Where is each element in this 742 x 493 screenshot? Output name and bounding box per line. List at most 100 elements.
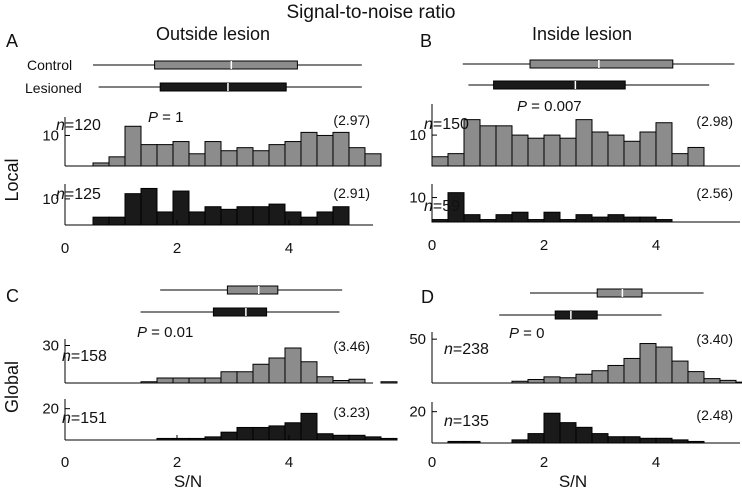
x-tick-label: 2 [173,240,181,257]
xlabel-right: S/N [559,472,587,491]
n-label: n=238 [444,341,489,358]
histogram-bar [284,211,302,226]
histogram-bar [348,434,366,441]
row-title-global: Global [2,361,22,413]
histogram-bar [623,216,641,223]
x-tick-label: 0 [428,454,436,471]
histogram-bar [220,208,238,226]
histogram-bar [511,134,529,167]
histogram-bar [348,147,366,167]
histogram-bar [316,376,334,384]
n-label: n=59 [424,198,460,215]
histogram-bar [671,153,689,167]
histogram-bar [575,119,593,167]
histogram-bar [284,422,302,441]
histogram-bar [623,140,641,167]
histogram-bar [252,150,270,167]
y-tick-label: 30 [42,338,59,355]
y-tick-label: 20 [42,401,59,418]
histogram-bar [332,434,350,441]
lesioned-box [493,80,626,90]
legend-control-label: Control [27,57,72,73]
control-box [529,59,674,69]
n-label: n=125 [56,186,101,203]
panel-d: D P = 0 50 n=238 (3.40) 20 n=135 (2.48) 0 2 4 [409,287,742,471]
y-tick-label: 50 [409,331,426,348]
histogram-bar [543,412,561,444]
histogram-bar [348,378,366,384]
histogram-bar [268,203,286,226]
histogram-bar [591,131,609,167]
control-box [596,288,643,298]
histogram-bar [495,214,513,223]
histogram-bar [655,122,673,167]
histogram-bar [463,214,481,223]
histogram-control: 10n=150 (2.98) [409,104,740,167]
p-value-label: P = 0.007 [517,98,582,115]
histogram-bar [284,347,302,384]
p-value-label: P = 1 [148,109,183,126]
histogram-bar [639,343,657,384]
y-tick-label: 10 [42,127,59,144]
histogram-bar [639,216,657,223]
histogram-bar [300,361,318,384]
histogram-bar [543,134,561,167]
histogram-bar [300,412,318,441]
histogram-bar [495,125,513,167]
histogram-bar [687,371,705,384]
histogram-bar [591,370,609,384]
x-tick-label: 0 [61,240,69,257]
x-tick-label: 0 [61,454,69,471]
histogram-bar [140,187,158,226]
x-tick-label: 2 [540,454,548,471]
histogram-bar [252,206,270,226]
lesioned-box [159,82,287,92]
histogram-bar [607,214,625,223]
lesioned-box [554,310,598,320]
mean-label: (3.40) [696,331,733,347]
mean-label: (3.23) [333,404,370,420]
histogram-bar [204,377,222,384]
histogram-bar [236,426,254,441]
histogram-bar [671,360,689,384]
histogram-bar [639,131,657,167]
histogram-bar [140,144,158,167]
lesioned-box [212,307,268,317]
n-label: n=120 [56,117,101,134]
histogram-bar [204,206,222,226]
mean-label: (2.98) [696,113,733,129]
panel-letter: D [421,287,434,307]
histogram-bar [559,377,577,384]
histogram-bar [479,125,497,167]
col-title-outside: Outside lesion [156,24,270,44]
histogram-bar [204,141,222,167]
xlabel-left: S/N [174,472,202,491]
histogram-bar [284,141,302,167]
mean-label: (2.48) [696,407,733,423]
mean-label: (2.97) [333,112,370,128]
histogram-bar [300,216,318,226]
histogram-bar [172,190,190,226]
histogram-bar [364,153,382,167]
histogram-bar [156,377,174,384]
histogram-bar [543,376,561,384]
x-tick-label: 4 [652,237,660,254]
x-tick-label: 2 [173,454,181,471]
histogram-bar [236,147,254,167]
histogram-bar [172,141,190,167]
histogram-bar [124,125,142,167]
histogram-bar [332,131,350,167]
histogram-bar [655,437,673,444]
y-tick-label: 10 [409,190,426,207]
panel-letter: B [420,31,432,51]
histogram-lesioned: 10n=125 (2.91) [42,184,373,226]
histogram-bar [156,211,174,226]
x-tick-label: 4 [285,454,293,471]
row-title-local: Local [2,158,22,201]
histogram-bar [591,433,609,444]
histogram-control: 30n=158 (3.46) [42,338,398,384]
histogram-bar [559,422,577,444]
